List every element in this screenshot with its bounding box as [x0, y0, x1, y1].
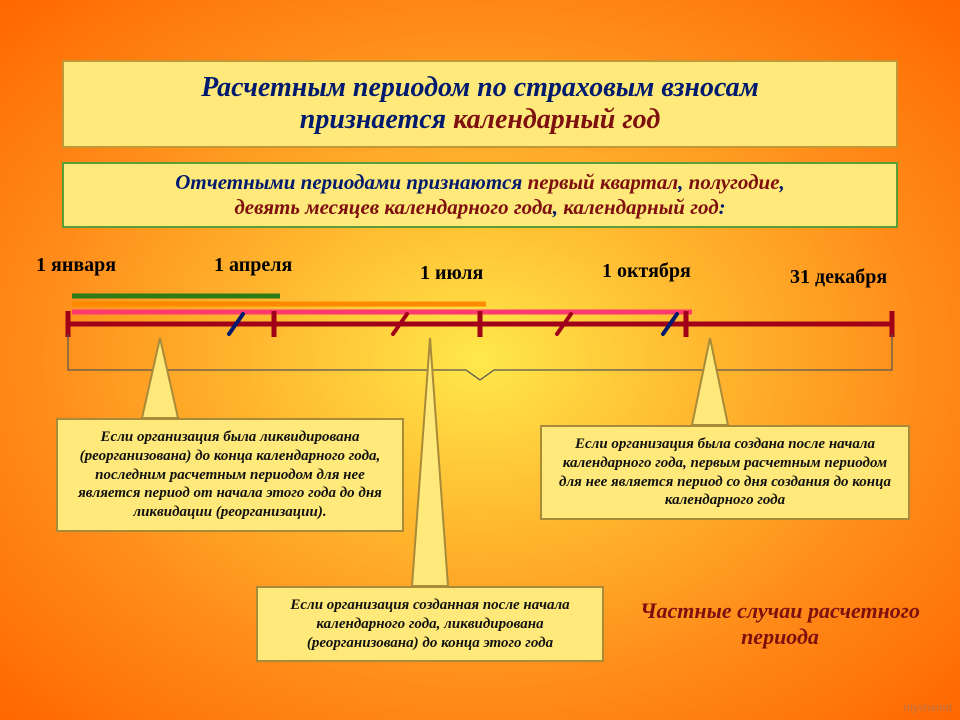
date-jul1: 1 июля: [420, 262, 483, 285]
date-dec31: 31 декабря: [790, 266, 887, 289]
title-line2-prefix: признается: [300, 104, 453, 135]
special-cases-label: Частные случаи расчетного периода: [620, 598, 940, 650]
title-box: Расчетным периодом по страховым взносам …: [62, 60, 898, 148]
callout-created: Если организация была создана после нача…: [540, 425, 910, 520]
watermark: myshared: [904, 702, 952, 714]
title-line1: Расчетным периодом по страховым взносам: [201, 72, 759, 103]
subtitle-box: Отчетными периодами признаются первый кв…: [62, 162, 898, 228]
callout-liquidated: Если организация была ликвидирована (рео…: [56, 418, 404, 532]
date-jan1: 1 января: [36, 254, 116, 277]
subtitle-text: Отчетными периодами признаются первый кв…: [82, 170, 878, 220]
date-oct1: 1 октября: [602, 260, 691, 283]
callout-both: Если организация созданная после начала …: [256, 586, 604, 662]
date-apr1: 1 апреля: [214, 254, 292, 277]
title-highlight: календарный год: [453, 104, 660, 135]
title-text: Расчетным периодом по страховым взносам …: [84, 72, 876, 136]
